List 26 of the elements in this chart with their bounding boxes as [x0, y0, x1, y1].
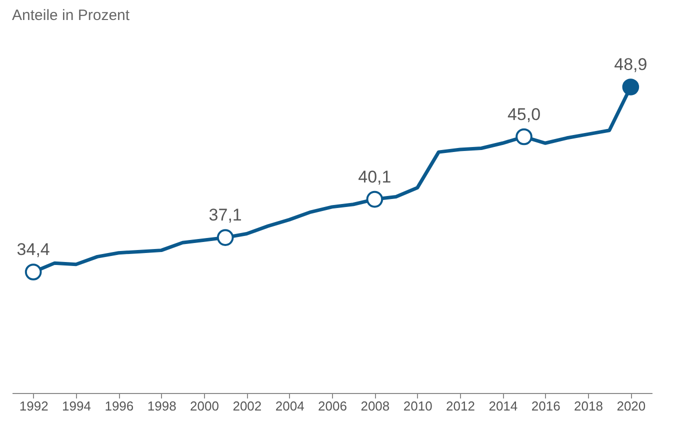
x-tick-label: 2012 — [446, 398, 475, 414]
data-label: 40,1 — [358, 167, 392, 186]
x-tick-label: 2014 — [488, 398, 518, 414]
data-label: 34,4 — [16, 240, 50, 259]
x-tick-label: 2018 — [574, 398, 603, 414]
x-tick-label: 2004 — [275, 398, 304, 414]
point — [516, 128, 532, 146]
x-tick-label: 2006 — [318, 398, 347, 414]
x-tick-label: 1992 — [19, 398, 48, 414]
x-tick-label: 1994 — [62, 398, 91, 414]
point — [216, 229, 234, 246]
point — [622, 78, 640, 96]
x-tick-label: 1998 — [147, 398, 176, 414]
data-label: 48,9 — [614, 55, 648, 74]
data-label: 45,0 — [507, 104, 541, 124]
data-label: 37,1 — [208, 206, 242, 225]
point — [24, 264, 42, 280]
chart-title: Anteile in Prozent — [12, 7, 130, 24]
x-tick-label: 2016 — [531, 398, 560, 414]
point — [366, 190, 384, 208]
x-tick-label: 2008 — [360, 398, 390, 414]
x-tick-label: 2000 — [190, 398, 219, 414]
x-tick-label: 1996 — [104, 398, 134, 414]
x-tick-label: 2002 — [232, 398, 262, 414]
x-tick-label: 2020 — [616, 398, 646, 414]
x-tick-label: 2010 — [403, 398, 432, 414]
